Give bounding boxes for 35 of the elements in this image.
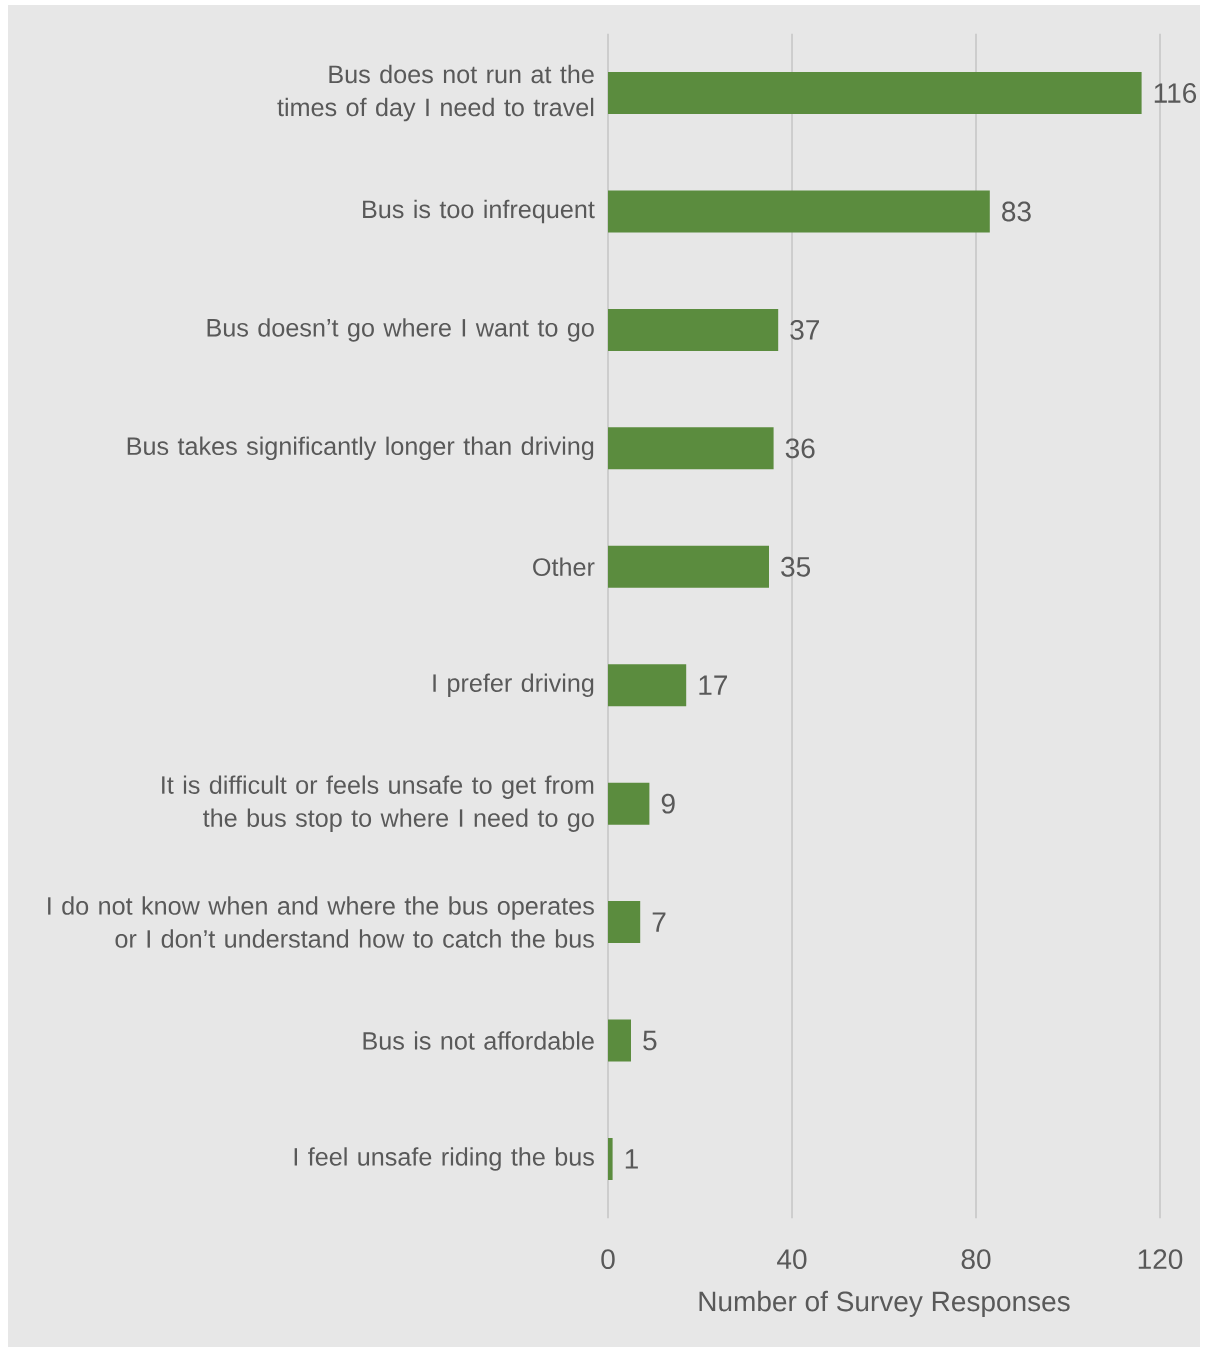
y-tick-label: It is difficult or feels unsafe to get from the bus stop to where I need to go: [162, 775, 594, 832]
y-tick-label: Bus doesn’t go where I want to go: [207, 318, 594, 342]
x-axis-title: Number of Survey Responses: [699, 1290, 1070, 1317]
y-tick-label: Bus does not run at the times of day I need to travel: [277, 64, 594, 122]
bar: [607, 1019, 631, 1062]
x-tick-label: 120: [1138, 1249, 1183, 1270]
data-label: 7: [652, 912, 666, 932]
data-label: 36: [785, 438, 815, 459]
x-tick-label: 80: [961, 1249, 991, 1270]
y-tick-label: Other: [533, 557, 595, 577]
bar: [607, 664, 687, 707]
x-tick-label: 0: [601, 1249, 615, 1270]
data-label: 5: [643, 1030, 657, 1051]
y-tick-label: Bus is not affordable: [363, 1031, 594, 1050]
y-tick-label: I prefer driving: [433, 673, 594, 697]
data-label: 9: [661, 793, 675, 814]
bar: [607, 72, 1142, 115]
y-tick-label: Bus is too infrequent: [363, 199, 595, 224]
bar: [607, 545, 769, 588]
bar: [607, 1137, 613, 1180]
data-label: 83: [1002, 201, 1031, 222]
x-tick-label: 40: [777, 1249, 807, 1270]
bar: [607, 901, 641, 944]
bar: [607, 782, 650, 825]
bar: [607, 308, 779, 351]
y-tick-label: I do not know when and where the bus operates or I don’t understand how to catch the bus: [48, 896, 594, 948]
bar: [607, 427, 774, 470]
y-tick-label: I feel unsafe riding the bus: [294, 1147, 594, 1171]
y-tick-label: Bus takes significantly longer than driving: [127, 436, 594, 461]
data-label: 35: [781, 556, 811, 577]
data-label: 1: [625, 1149, 638, 1169]
data-label: 116: [1154, 83, 1197, 103]
bar: [607, 190, 990, 233]
data-label: 37: [790, 319, 820, 340]
data-label: 17: [699, 675, 728, 695]
